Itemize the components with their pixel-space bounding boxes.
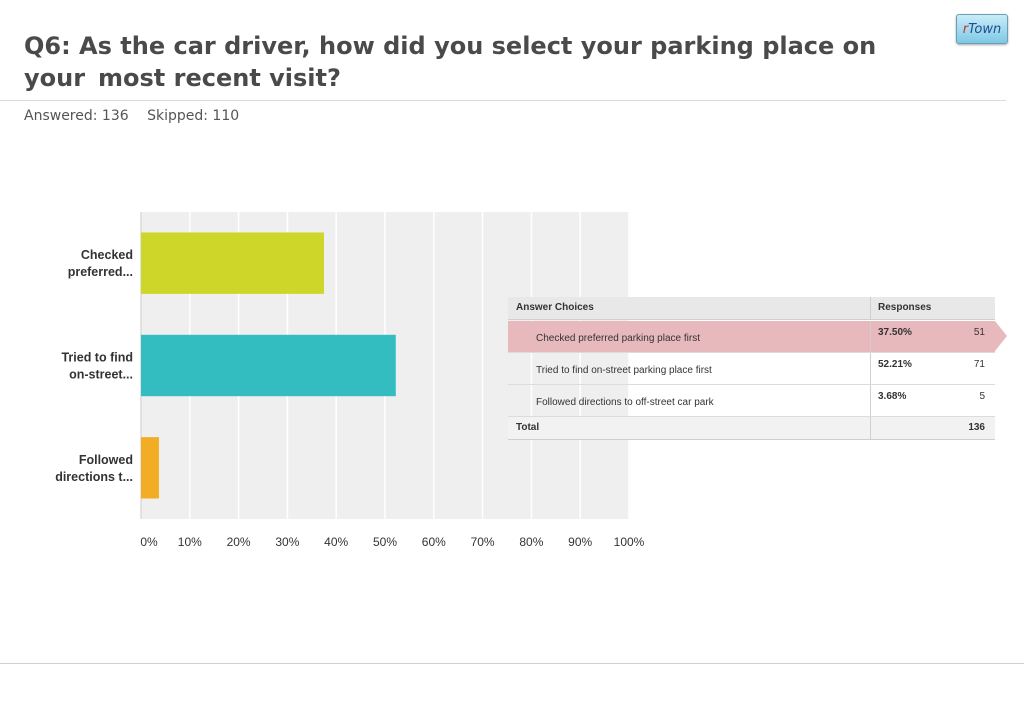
logo-town: Town: [968, 21, 1002, 37]
header-responses: Responses: [878, 302, 932, 313]
x-tick-label: 0%: [140, 535, 158, 549]
x-tick-label: 60%: [422, 535, 446, 549]
category-label: Tried to find: [61, 351, 133, 365]
bar: [141, 437, 159, 499]
answered-count: Answered: 136: [24, 108, 129, 124]
table-total-row: Total 136: [508, 417, 995, 440]
x-tick-label: 40%: [324, 535, 348, 549]
category-label: directions t...: [55, 470, 133, 484]
response-percent: 37.50%: [878, 327, 912, 338]
highlight-arrow: [995, 321, 1007, 351]
table-row: Followed directions to off-street car pa…: [508, 385, 995, 417]
header-divider: [0, 100, 1006, 101]
title-line-1: Q6: As the car driver, how did you selec…: [24, 32, 877, 92]
response-stats: Answered: 136 Skipped: 110: [24, 108, 253, 124]
category-label: preferred...: [68, 265, 133, 279]
x-tick-label: 100%: [614, 535, 645, 549]
footer-divider: [0, 663, 1024, 664]
x-tick-label: 20%: [227, 535, 251, 549]
table-row: Checked preferred parking place first 37.…: [508, 321, 1007, 353]
skipped-count: Skipped: 110: [147, 108, 240, 124]
category-label: Checked: [81, 248, 133, 262]
x-tick-label: 30%: [275, 535, 299, 549]
total-separator: [870, 417, 871, 439]
response-count: 71: [973, 359, 985, 370]
category-label: Followed: [79, 453, 133, 467]
response-count: 51: [973, 327, 985, 338]
x-tick-label: 70%: [471, 535, 495, 549]
total-value: 136: [968, 422, 985, 433]
rtown-logo[interactable]: r Town: [956, 14, 1008, 44]
row-separator: [870, 353, 871, 384]
question-title: Q6: As the car driver, how did you selec…: [24, 30, 924, 94]
bar: [141, 232, 324, 294]
response-percent: 3.68%: [878, 391, 907, 402]
x-tick-label: 50%: [373, 535, 397, 549]
x-tick-label: 10%: [178, 535, 202, 549]
row-separator: [870, 321, 871, 352]
category-label: on-street...: [69, 368, 133, 382]
title-line-2: most recent visit?: [98, 64, 341, 92]
bar: [141, 334, 396, 397]
table-row: Tried to find on-street parking place fi…: [508, 353, 995, 385]
x-tick-label: 80%: [519, 535, 543, 549]
header-answer-choices: Answer Choices: [516, 302, 594, 313]
choice-label: Checked preferred parking place first: [536, 333, 700, 344]
response-percent: 52.21%: [878, 359, 912, 370]
table-header: Answer Choices Responses: [508, 297, 995, 320]
x-tick-label: 90%: [568, 535, 592, 549]
total-label: Total: [516, 422, 540, 433]
header-separator: [870, 297, 871, 319]
row-separator: [870, 385, 871, 416]
choice-label: Tried to find on-street parking place fi…: [536, 365, 712, 376]
choice-label: Followed directions to off-street car pa…: [536, 397, 714, 408]
response-count: 5: [979, 391, 985, 402]
logo-r: r: [962, 21, 969, 37]
